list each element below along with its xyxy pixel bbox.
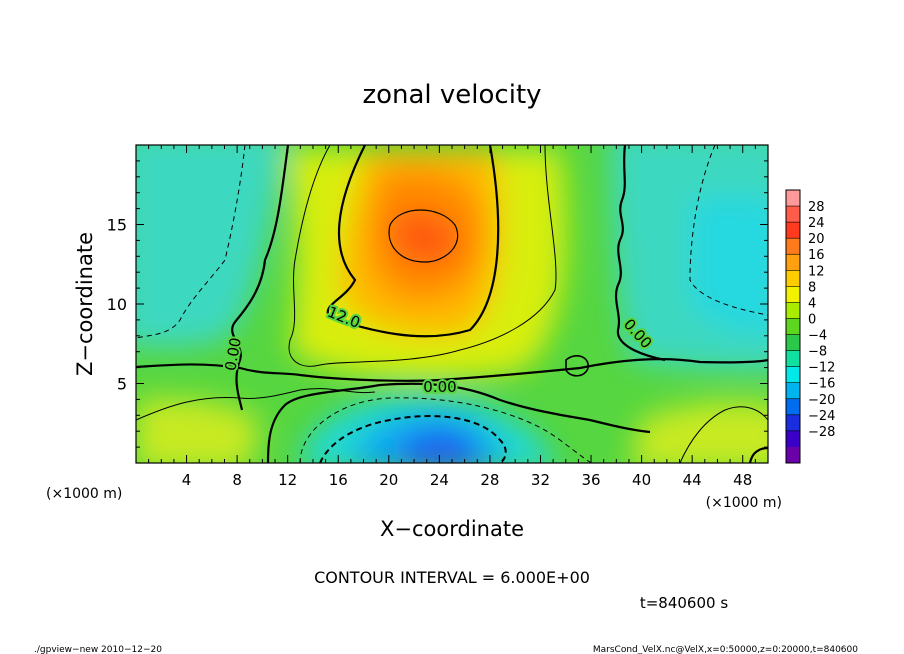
x-tick-label: 12 (278, 471, 297, 489)
y-tick-label: 10 (107, 295, 127, 314)
colorbar-swatch (786, 286, 800, 303)
field-region-jet-core (391, 211, 459, 264)
field-region-lower-right-yellow (631, 401, 768, 463)
y-axis-title: Z−coordinate (73, 232, 97, 376)
colorbar-swatch (786, 414, 800, 432)
colorbar-tick-label: 20 (808, 232, 825, 247)
colorbar-tick-label: −16 (808, 377, 835, 392)
colorbar-swatch (786, 366, 800, 384)
contour-neg6-left (136, 145, 246, 339)
colorbar-tick-label: 0 (808, 312, 816, 327)
x-tick-label: 8 (232, 471, 242, 489)
colorbar-swatch (786, 350, 800, 368)
x-axis-title: X−coordinate (380, 517, 524, 541)
y-tick-label: 15 (107, 216, 127, 235)
colorbar-swatch (786, 334, 800, 352)
colorbar-tick-label: −12 (808, 361, 835, 376)
footer-left: ./gpview−new 2010−12−20 (34, 645, 162, 654)
colorbar-tick-label: 8 (808, 280, 816, 295)
colorbar-swatch (786, 398, 800, 416)
colorbar-tick-label: 24 (808, 216, 825, 231)
colorbar-tick-label: 4 (808, 296, 816, 311)
colorbar-swatch (786, 238, 800, 255)
x-tick-label: 40 (632, 471, 651, 489)
x-tick-label: 36 (581, 471, 600, 489)
colorbar-swatch (786, 206, 800, 223)
contour-label-zero-horizontal: 0.00 (423, 378, 456, 396)
colorbar-swatch (786, 302, 800, 319)
contour-zero-right (614, 145, 666, 362)
y-axis: 5 10 15 (107, 160, 768, 448)
x-tick-label: 24 (430, 471, 449, 489)
colorbar-tick-label: −4 (808, 329, 827, 344)
colorbar-tick-label: −20 (808, 393, 835, 408)
x-unit-right: (×1000 m) (706, 495, 782, 511)
colorbar-tick-label: −24 (808, 409, 835, 424)
field-region-right-cyan-2 (690, 195, 768, 333)
colorbar-swatch (786, 430, 800, 448)
colorbar (785, 189, 801, 464)
contour-zero-lower (266, 382, 651, 463)
x-axis: 4 8 12 16 20 24 28 32 36 40 44 48 (148, 145, 756, 489)
footer-right: MarsCond_VelX.nc@VelX,x=0:50000,z=0:2000… (593, 645, 858, 654)
colorbar-swatch (786, 270, 800, 287)
contour-neg6-surface (299, 397, 593, 463)
plot-area: 12.0 0.00 0.00 0.00 (136, 145, 768, 463)
colorbar-swatch (786, 446, 800, 464)
x-tick-label: 20 (379, 471, 398, 489)
contour-small-closed (565, 355, 589, 377)
contour-neg12-surface (319, 415, 507, 463)
contour-thin-right (679, 406, 768, 463)
x-tick-label: 4 (182, 471, 192, 489)
x-unit-left: (×1000 m) (46, 486, 122, 502)
colorbar-swatch (786, 190, 800, 207)
colorbar-swatch (786, 318, 800, 336)
colorbar-swatch (786, 254, 800, 271)
x-tick-label: 16 (329, 471, 348, 489)
x-tick-label: 28 (480, 471, 499, 489)
x-tick-label: 32 (531, 471, 550, 489)
colorbar-tick-label: 28 (808, 200, 825, 215)
x-tick-label: 44 (683, 471, 702, 489)
contour-12 (326, 145, 500, 338)
colorbar-tick-label: 12 (808, 264, 825, 279)
contour-neg6-right (689, 145, 768, 316)
field-region-left-cyan (136, 145, 283, 348)
chart-title: zonal velocity (362, 80, 541, 110)
x-tick-label: 48 (733, 471, 752, 489)
contour-18 (388, 209, 459, 263)
field-region-lower-yellow (136, 398, 260, 463)
colorbar-swatch (786, 382, 800, 400)
colorbar-swatch (786, 222, 800, 239)
y-tick-label: 5 (117, 375, 127, 394)
contour-thin-6-left (288, 145, 557, 367)
time-label: t=840600 s (640, 594, 728, 612)
colorbar-tick-label: −8 (808, 345, 827, 360)
colorbar-tick-label: 16 (808, 248, 825, 263)
contour-right-bottom (748, 446, 768, 463)
colorbar-tick-label: −28 (808, 425, 835, 440)
contour-thin-6-lower (136, 388, 376, 421)
contour-zero-horizontal (136, 358, 768, 382)
contour-zero-left (231, 145, 290, 411)
field-region-surface-deepblue (396, 429, 480, 463)
contour-interval: CONTOUR INTERVAL = 6.000E+00 (314, 568, 590, 587)
colorbar-frame (785, 189, 801, 464)
